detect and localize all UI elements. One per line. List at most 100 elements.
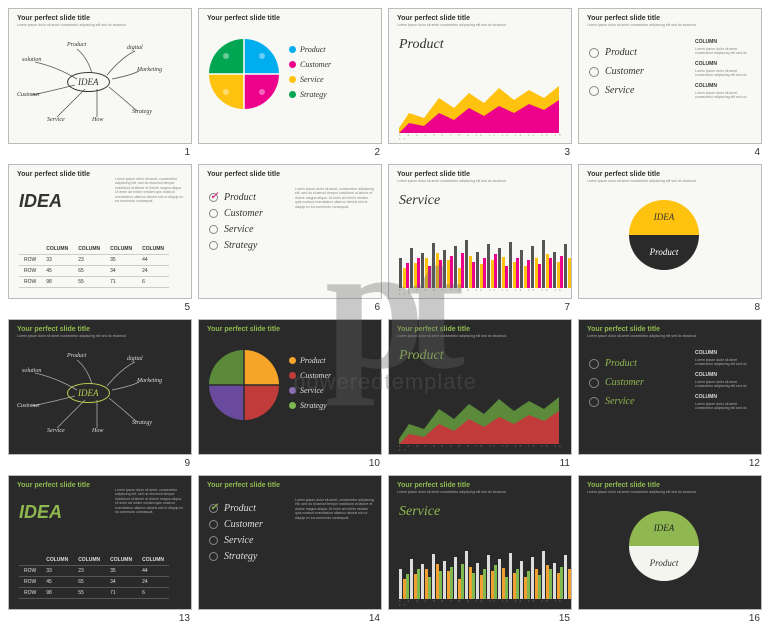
mm-node: solution [22, 57, 41, 63]
slide-1-mindmap: Your perfect slide title IDEA solution P… [8, 8, 192, 144]
axis: 1 2 3 4 5 6 7 8 9 10 11 12 13 14 15 16 1… [399, 444, 571, 452]
col-text: Lorem ipsum dolor sit amet consectetur a… [695, 380, 755, 388]
bar-chart [399, 544, 559, 599]
slide-3-area: Your perfect slide title Lorem ipsum dol… [388, 8, 572, 144]
col-text: Lorem ipsum dolor sit amet consectetur a… [695, 358, 755, 366]
slide-title: Your perfect slide title [207, 482, 280, 489]
slide-title: Your perfect slide title [587, 15, 660, 22]
lorem: Lorem ipsum dolor sit amet consectetur a… [397, 334, 557, 339]
slide-title: Your perfect slide title [587, 482, 660, 489]
slide-title: Your perfect slide title [17, 15, 90, 22]
col-head: COLUMN [695, 61, 755, 67]
slide-number: 5 [184, 302, 190, 313]
circle-bot: Product [629, 546, 699, 581]
cell-13: Your perfect slide title IDEA Lorem ipsu… [8, 475, 192, 623]
circle-top: IDEA [629, 200, 699, 235]
mm-node: Strategy [132, 109, 152, 115]
slide-title: Your perfect slide title [587, 171, 660, 178]
mm-node: Customer [17, 92, 40, 98]
cell-12: Your perfect slide title Lorem ipsum dol… [578, 319, 762, 467]
col-text: Lorem ipsum dolor sit amet consectetur a… [695, 69, 755, 77]
mindmap-diagram: IDEA solution Product digital Marketing … [17, 37, 177, 127]
mm-node: Marketing [137, 67, 162, 73]
slide-5-table: Your perfect slide title IDEA Lorem ipsu… [8, 164, 192, 300]
list-item: Service [605, 396, 634, 407]
mindmap-diagram: IDEA solution Product digital Marketing … [17, 348, 177, 438]
col-head: COLUMN [695, 83, 755, 89]
pie-chart [209, 39, 279, 109]
lorem: Lorem ipsum dolor sit amet consectetur a… [587, 23, 747, 28]
area-chart [399, 78, 559, 133]
side-column: COLUMN Lorem ipsum dolor sit amet consect… [695, 350, 755, 416]
list-item: Customer [605, 66, 644, 77]
legend-label: Product [300, 45, 325, 54]
lorem: Lorem ipsum dolor sit amet consectetur a… [587, 490, 747, 495]
slide-grid: Your perfect slide title IDEA solution P… [0, 0, 770, 630]
list-item: Customer [224, 519, 263, 530]
col-head: COLUMN [695, 350, 755, 356]
cell-1: Your perfect slide title IDEA solution P… [8, 8, 192, 156]
idea-word: IDEA [19, 191, 62, 212]
circle-icon [589, 86, 599, 96]
slide-13-table: Your perfect slide title IDEA Lorem ipsu… [8, 475, 192, 611]
mm-node: solution [22, 368, 41, 374]
slide-number: 11 [560, 458, 570, 469]
cell-7: Your perfect slide title Lorem ipsum dol… [388, 164, 572, 312]
lorem: Lorem ipsum dolor sit amet consectetur a… [397, 179, 557, 184]
circle-icon [589, 67, 599, 77]
list-item: Strategy [224, 240, 257, 251]
col-head: COLUMN [695, 372, 755, 378]
data-table: COLUMNCOLUMNCOLUMNCOLUMN ROW33233544 ROW… [19, 244, 169, 288]
mm-node: How [92, 117, 103, 123]
dot-icon [289, 46, 296, 53]
list-item: Product [605, 47, 637, 58]
chart-word: Service [399, 193, 440, 209]
slide-title: Your perfect slide title [397, 326, 470, 333]
slide-7-bars: Your perfect slide title Lorem ipsum dol… [388, 164, 572, 300]
dot-icon [289, 91, 296, 98]
list-item: Service [224, 535, 253, 546]
slide-title: Your perfect slide title [207, 15, 280, 22]
slide-2-pie: Your perfect slide title Product Custome… [198, 8, 382, 144]
axis: 1 2 3 4 5 6 7 8 9 10 11 12 13 14 15 16 1… [399, 599, 571, 607]
circle-icon [589, 397, 599, 407]
lorem: Lorem ipsum dolor sit amet, consectetur … [115, 488, 185, 515]
list-item: Product [224, 503, 256, 514]
slide-number: 14 [369, 613, 380, 624]
slide-16-circle: Your perfect slide title Lorem ipsum dol… [578, 475, 762, 611]
slide-number: 9 [184, 458, 190, 469]
col-head: COLUMN [695, 39, 755, 45]
lorem: Lorem ipsum dolor sit amet, consectetur … [295, 498, 375, 521]
legend-label: Service [300, 386, 324, 395]
list-item: Customer [224, 208, 263, 219]
cell-11: Your perfect slide title Lorem ipsum dol… [388, 319, 572, 467]
cell-5: Your perfect slide title IDEA Lorem ipsu… [8, 164, 192, 312]
slide-11-area: Your perfect slide title Lorem ipsum dol… [388, 319, 572, 455]
mm-node: digital [127, 45, 143, 51]
mm-node: Service [47, 117, 65, 123]
slide-title: Your perfect slide title [17, 171, 90, 178]
list-item: Strategy [224, 551, 257, 562]
circle-icon [209, 536, 218, 545]
slide-number: 3 [564, 147, 570, 158]
legend-label: Strategy [300, 90, 327, 99]
idea-word: IDEA [19, 502, 62, 523]
list-item: Customer [605, 377, 644, 388]
dot-icon [289, 402, 296, 409]
mm-node: Marketing [137, 378, 162, 384]
bar-chart [399, 233, 559, 288]
axis: 1 2 3 4 5 6 7 8 9 10 11 12 13 14 15 16 1… [399, 288, 571, 296]
slide-title: Your perfect slide title [397, 482, 470, 489]
axis: 1 2 3 4 5 6 7 8 9 10 11 12 13 14 15 16 1… [399, 133, 571, 141]
cell-6: Your perfect slide title Product Custome… [198, 164, 382, 312]
lorem: Lorem ipsum dolor sit amet consectetur a… [397, 490, 557, 495]
slide-number: 2 [374, 147, 380, 158]
cell-16: Your perfect slide title Lorem ipsum dol… [578, 475, 762, 623]
list-item: Product [224, 192, 256, 203]
slide-number: 13 [179, 613, 190, 624]
checklist: Product Customer Service [589, 350, 644, 415]
slide-title: Your perfect slide title [17, 482, 90, 489]
half-circle: IDEA Product [629, 200, 699, 270]
legend-label: Customer [300, 371, 331, 380]
dot-icon [289, 61, 296, 68]
